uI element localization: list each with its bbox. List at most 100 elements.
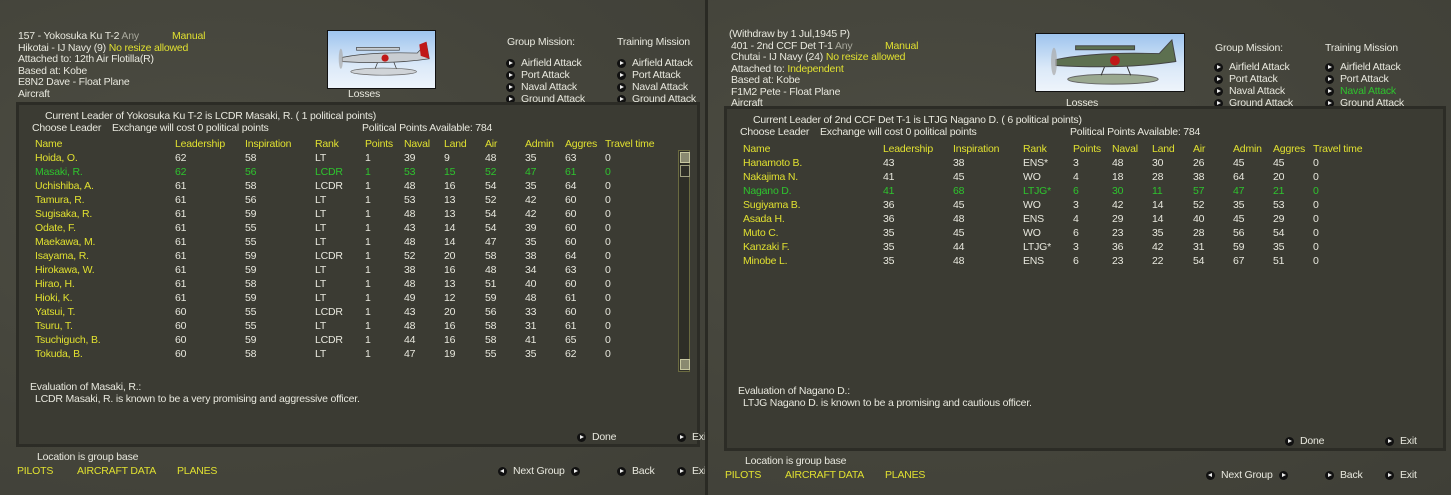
- exit-button[interactable]: Exit: [677, 465, 705, 477]
- unit-type: Hikotai - IJ Navy (9): [18, 41, 106, 54]
- leader-row[interactable]: Hoida, O. 62 58 LT 1 39 9 48 35 63 0: [19, 151, 669, 165]
- column-header[interactable]: Aggres: [1273, 143, 1306, 155]
- column-header[interactable]: Inspiration: [953, 143, 1000, 155]
- tab-pilots[interactable]: PILOTS: [725, 469, 762, 481]
- column-header[interactable]: Leadership: [175, 138, 225, 150]
- mission-label: Port Attack: [632, 69, 681, 81]
- column-header[interactable]: Land: [1152, 143, 1175, 155]
- leader-row[interactable]: Nagano D. 41 68 LTJG* 6 30 11 57 47 21 0: [727, 184, 1377, 198]
- leader-row[interactable]: Nakajima N. 41 45 WO 4 18 28 38 64 20 0: [727, 170, 1377, 184]
- mission-option[interactable]: Port Attack: [1214, 73, 1278, 85]
- scroll-up-icon[interactable]: [680, 152, 690, 163]
- leader-cell-admin: 67: [1233, 255, 1245, 267]
- leader-cell-name: Yatsui, T.: [35, 306, 76, 318]
- mission-option[interactable]: Airfield Attack: [1214, 61, 1290, 73]
- leader-row[interactable]: Masaki, R. 62 56 LCDR 1 53 15 52 47 61 0: [19, 165, 669, 179]
- column-header[interactable]: Leadership: [883, 143, 933, 155]
- aircraft-type[interactable]: F1M2 Pete - Float Plane: [731, 85, 841, 98]
- tab-aircraft-data[interactable]: AIRCRAFT DATA: [785, 469, 865, 481]
- tab-planes[interactable]: PLANES: [177, 465, 218, 477]
- mission-option[interactable]: Naval Attack: [617, 81, 688, 93]
- leader-cell-leadership: 35: [883, 241, 895, 253]
- leader-cell-aggres: 20: [1273, 171, 1285, 183]
- leader-row[interactable]: Hioki, K. 61 59 LT 1 49 12 59 48 61 0: [19, 291, 669, 305]
- leader-cell-name: Kanzaki F.: [743, 241, 790, 253]
- next-group-button[interactable]: Next Group: [498, 465, 580, 477]
- leader-row[interactable]: Sugiyama B. 36 45 WO 3 42 14 52 35 53 0: [727, 198, 1377, 212]
- tab-planes[interactable]: PLANES: [885, 469, 926, 481]
- column-header[interactable]: Admin: [525, 138, 554, 150]
- column-header[interactable]: Travel time: [605, 138, 655, 150]
- column-header[interactable]: Naval: [404, 138, 430, 150]
- mission-option[interactable]: Airfield Attack: [506, 57, 582, 69]
- column-header[interactable]: Travel time: [1313, 143, 1363, 155]
- leader-row[interactable]: Hirao, H. 61 58 LT 1 48 13 51 40 60 0: [19, 277, 669, 291]
- scroll-thumb[interactable]: [680, 165, 690, 177]
- control-mode[interactable]: Manual: [885, 39, 919, 52]
- exit-button[interactable]: Exit: [1385, 469, 1417, 481]
- column-header[interactable]: Air: [1193, 143, 1206, 155]
- control-mode[interactable]: Manual: [172, 30, 206, 42]
- leader-row[interactable]: Asada H. 36 48 ENS 4 29 14 40 45 29 0: [727, 212, 1377, 226]
- mission-option[interactable]: Naval Attack: [1214, 85, 1285, 97]
- leader-row[interactable]: Hanamoto B. 43 38 ENS* 3 48 30 26 45 45 0: [727, 156, 1377, 170]
- done-button[interactable]: Done: [1285, 435, 1325, 447]
- column-header[interactable]: Land: [444, 138, 467, 150]
- mission-option[interactable]: Airfield Attack: [1325, 61, 1401, 73]
- mission-option[interactable]: Port Attack: [506, 69, 570, 81]
- attached-value[interactable]: Independent: [787, 62, 844, 75]
- leader-row[interactable]: Odate, F. 61 55 LT 1 43 14 54 39 60 0: [19, 221, 669, 235]
- done-button[interactable]: Done: [577, 431, 617, 443]
- mission-option[interactable]: Airfield Attack: [617, 57, 693, 69]
- leader-cell-inspiration: 44: [953, 241, 965, 253]
- leader-cell-air: 54: [485, 222, 497, 234]
- leader-row[interactable]: Muto C. 35 45 WO 6 23 35 28 56 54 0: [727, 226, 1377, 240]
- back-button[interactable]: Back: [617, 465, 655, 477]
- leader-cell-land: 16: [444, 334, 456, 346]
- mission-option[interactable]: Port Attack: [1325, 73, 1389, 85]
- column-header[interactable]: Inspiration: [245, 138, 292, 150]
- back-button[interactable]: Back: [1325, 469, 1363, 481]
- arrow-left-icon[interactable]: [1206, 470, 1215, 480]
- arrow-right-icon[interactable]: [570, 466, 580, 476]
- tab-aircraft-data[interactable]: AIRCRAFT DATA: [77, 465, 157, 477]
- column-header[interactable]: Points: [365, 138, 393, 150]
- leader-row[interactable]: Tsuchiguch, B. 60 59 LCDR 1 44 16 58 41 65 0: [19, 333, 669, 347]
- dialog-exit-button[interactable]: Exit: [677, 431, 705, 443]
- leader-row[interactable]: Kanzaki F. 35 44 LTJG* 3 36 42 31 59 35 0: [727, 240, 1377, 254]
- tab-pilots[interactable]: PILOTS: [17, 465, 54, 477]
- leader-row[interactable]: Hirokawa, W. 61 59 LT 1 38 16 48 34 63 0: [19, 263, 669, 277]
- leader-row[interactable]: Maekawa, M. 61 55 LT 1 48 14 47 35 60 0: [19, 235, 669, 249]
- arrow-left-icon[interactable]: [498, 466, 507, 476]
- aircraft-type[interactable]: E8N2 Dave - Float Plane: [18, 76, 130, 88]
- column-header[interactable]: Name: [743, 143, 771, 155]
- arrow-right-icon[interactable]: [1278, 470, 1288, 480]
- leader-row[interactable]: Sugisaka, R. 61 59 LT 1 48 13 54 42 60 0: [19, 207, 669, 221]
- column-header[interactable]: Name: [35, 138, 63, 150]
- column-header[interactable]: Aggres: [565, 138, 598, 150]
- column-header[interactable]: Naval: [1112, 143, 1138, 155]
- mission-option[interactable]: Naval Attack: [1325, 85, 1396, 97]
- leader-row[interactable]: Tamura, R. 61 56 LT 1 53 13 52 42 60 0: [19, 193, 669, 207]
- column-header[interactable]: Air: [485, 138, 498, 150]
- next-group-button[interactable]: Next Group: [1206, 469, 1288, 481]
- column-header[interactable]: Rank: [315, 138, 339, 150]
- leader-row[interactable]: Uchishiba, A. 61 58 LCDR 1 48 16 54 35 64 0: [19, 179, 669, 193]
- leader-row[interactable]: Tokuda, B. 60 58 LT 1 47 19 55 35 62 0: [19, 347, 669, 361]
- attached-value[interactable]: 12th Air Flotilla(R): [74, 53, 154, 65]
- mission-option[interactable]: Naval Attack: [506, 81, 577, 93]
- mission-option[interactable]: Port Attack: [617, 69, 681, 81]
- leader-list-scrollbar[interactable]: [678, 150, 690, 372]
- column-header[interactable]: Admin: [1233, 143, 1262, 155]
- leader-cell-rank: LT: [315, 292, 327, 304]
- leader-row[interactable]: Yatsui, T. 60 55 LCDR 1 43 20 56 33 60 0: [19, 305, 669, 319]
- leader-row[interactable]: Isayama, R. 61 59 LCDR 1 52 20 58 38 64 0: [19, 249, 669, 263]
- scroll-down-icon[interactable]: [680, 359, 690, 370]
- group-mission-label: Group Mission:: [507, 36, 575, 48]
- column-header[interactable]: Rank: [1023, 143, 1047, 155]
- dialog-exit-button[interactable]: Exit: [1385, 435, 1417, 447]
- leader-row[interactable]: Tsuru, T. 60 55 LT 1 48 16 58 31 61 0: [19, 319, 669, 333]
- leader-cell-travel-time: 0: [605, 222, 611, 234]
- leader-row[interactable]: Minobe L. 35 48 ENS 6 23 22 54 67 51 0: [727, 254, 1377, 268]
- column-header[interactable]: Points: [1073, 143, 1101, 155]
